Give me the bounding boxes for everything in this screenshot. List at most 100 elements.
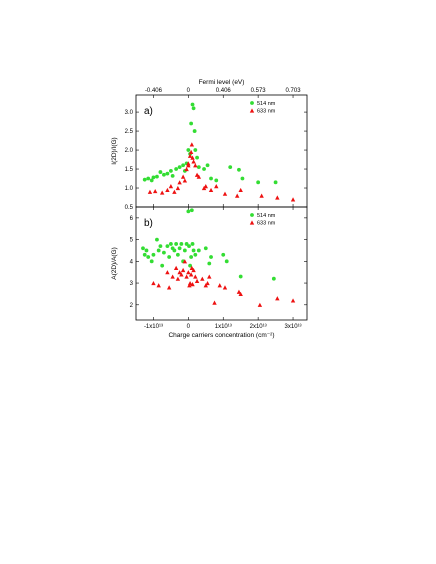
panel-label: a): [144, 106, 153, 117]
data-point: [184, 274, 189, 279]
data-point: [168, 184, 174, 189]
data-point: [156, 248, 161, 253]
plot-frame: [135, 94, 308, 208]
data-point: [187, 244, 191, 249]
data-point: [165, 270, 170, 275]
data-point: [205, 280, 210, 286]
data-point: [207, 274, 212, 279]
data-point: [195, 155, 199, 160]
data-point: [152, 188, 158, 194]
data-point: [196, 174, 202, 179]
data-point: [170, 173, 175, 178]
data-point: [156, 283, 161, 288]
data-point: [187, 283, 192, 288]
data-point: [182, 178, 188, 183]
data-point: [149, 259, 154, 264]
y-tick-label: 1.0: [125, 186, 134, 192]
top-tick-label: 0: [187, 88, 191, 94]
data-point: [177, 270, 182, 275]
data-point: [177, 246, 182, 251]
data-point: [189, 208, 194, 213]
data-point: [174, 167, 179, 171]
data-point: [146, 176, 151, 181]
data-point: [271, 276, 276, 281]
data-point: [165, 244, 170, 249]
data-point: [203, 184, 208, 189]
data-point: [187, 153, 193, 158]
data-point: [273, 180, 278, 185]
data-point: [193, 148, 198, 152]
y-axis-title: A(2D)/A(G): [111, 247, 118, 280]
y-tick-label: 3.0: [125, 110, 134, 116]
legend: 514 nm 633 nm: [249, 213, 276, 227]
series-633-nm: [147, 142, 296, 202]
y-tick-label: 4: [130, 259, 134, 265]
data-point: [142, 177, 147, 182]
legend-label: 514 nm: [257, 213, 276, 219]
data-point: [208, 187, 214, 193]
data-point: [180, 174, 186, 179]
data-point: [141, 246, 145, 251]
y-tick-label: 1.5: [125, 167, 134, 173]
data-point: [207, 261, 212, 266]
data-point: [166, 285, 172, 290]
legend-label: 514 nm: [257, 101, 276, 107]
top-tick-label: 0.406: [216, 88, 232, 94]
x-tick-label: 1x10¹³: [215, 324, 232, 330]
data-point: [165, 171, 170, 176]
data-point: [259, 193, 264, 198]
data-point: [224, 259, 229, 264]
data-point: [186, 161, 191, 166]
data-point: [202, 167, 206, 171]
data-point: [214, 184, 219, 189]
data-point: [257, 302, 263, 307]
data-point: [159, 190, 165, 195]
data-point: [184, 242, 189, 246]
data-point: [172, 248, 177, 253]
data-point: [184, 166, 189, 172]
data-point: [191, 267, 196, 273]
data-point: [165, 187, 170, 193]
data-point: [249, 220, 255, 225]
data-point: [209, 255, 213, 259]
panel-label: b): [144, 218, 153, 229]
data-point: [212, 300, 217, 305]
data-point: [187, 280, 193, 286]
data-point: [290, 298, 296, 303]
legend-label: 633 nm: [257, 109, 276, 115]
data-point: [189, 142, 195, 147]
data-point: [146, 255, 151, 259]
legend-label: 633 nm: [257, 221, 276, 227]
data-point: [238, 187, 243, 193]
top-tick-label: 0.703: [286, 88, 302, 94]
data-point: [221, 252, 226, 257]
series-514-nm: [142, 102, 278, 185]
data-point: [189, 255, 194, 259]
data-point: [162, 172, 166, 177]
data-point: [177, 180, 182, 185]
data-point: [175, 276, 181, 281]
y-tick-label: 3: [130, 281, 134, 287]
top-tick-label: 0.573: [251, 88, 267, 94]
data-point: [160, 263, 165, 268]
data-point: [186, 148, 191, 152]
data-point: [238, 274, 243, 279]
plot-frame: [135, 206, 308, 321]
data-point: [193, 163, 198, 168]
data-point: [186, 209, 191, 214]
data-point: [214, 178, 219, 183]
top-axis-title: Fermi level (eV): [199, 79, 245, 86]
data-point: [250, 213, 254, 217]
data-point: [217, 283, 222, 288]
data-point: [182, 259, 188, 264]
data-point: [209, 176, 213, 181]
y-tick-label: 2.0: [125, 148, 134, 154]
data-point: [238, 291, 243, 297]
data-point: [144, 248, 149, 253]
data-point: [256, 180, 261, 185]
data-point: [168, 169, 173, 173]
data-point: [188, 263, 192, 268]
y-axis-title: I(2D)/I(G): [111, 137, 118, 164]
data-point: [235, 193, 240, 198]
y-tick-label: 6: [130, 216, 134, 222]
